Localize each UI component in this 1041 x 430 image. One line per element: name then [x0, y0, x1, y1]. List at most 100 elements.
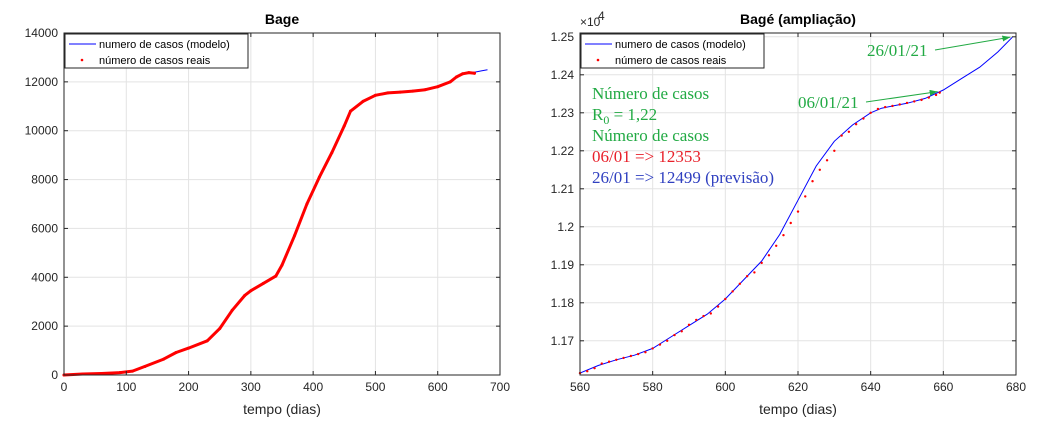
data-point-real [775, 244, 778, 247]
data-point-real [187, 346, 191, 350]
data-point-real [767, 254, 771, 257]
y-tick-label: 1.19 [551, 258, 575, 272]
data-point-real [143, 364, 147, 368]
series-points-real [578, 91, 941, 375]
data-point-real [205, 339, 209, 343]
series-group [62, 69, 488, 377]
grid [63, 32, 501, 376]
x-tick-label: 0 [61, 380, 68, 394]
x-tick-label: 640 [861, 380, 881, 394]
chart-title: Bagé (ampliação) [740, 11, 856, 27]
legend-label-model: numero de casos (modelo) [615, 39, 746, 51]
y-tick-label: 8000 [31, 173, 58, 187]
data-point-real [330, 151, 334, 155]
data-point-real [840, 134, 843, 137]
data-point-real [789, 221, 792, 225]
data-point-real [230, 308, 234, 312]
data-point-real [938, 91, 941, 94]
data-point-real [905, 101, 909, 105]
arrow-label-0601: 06/01/21 [798, 93, 858, 112]
data-point-real [804, 195, 807, 198]
data-point-real [862, 117, 865, 120]
data-point-real [593, 366, 596, 370]
data-point-real [818, 168, 821, 171]
data-point-real [292, 234, 296, 238]
data-point-real [687, 323, 691, 327]
data-point-real [274, 274, 278, 278]
data-point-real [615, 358, 618, 361]
chart-title: Bage [265, 11, 299, 27]
y-tick-label: 1.21 [551, 182, 575, 196]
x-tick-label: 560 [570, 380, 590, 394]
data-point-real [745, 275, 749, 278]
y-tick-label: 1.25 [551, 30, 575, 44]
annotation-r-value: = 1,22 [609, 105, 657, 124]
series-points-real [62, 71, 476, 377]
y-tick-label: 2000 [31, 319, 58, 333]
data-point-real [934, 93, 938, 97]
data-point-real [600, 362, 603, 365]
data-point-real [680, 330, 683, 333]
data-point-real [913, 100, 916, 103]
data-point-real [280, 263, 284, 267]
data-point-real [249, 289, 253, 293]
data-point-real [386, 91, 390, 95]
axes-box [63, 32, 501, 376]
ticks: 0 100 200 300 400 500 600 700 0 2000 4000 6000 8000 1… [25, 26, 511, 394]
y-tick-label: 10000 [25, 124, 59, 138]
x-tick-label: 580 [643, 380, 663, 394]
x-axis-label: tempo (dias) [759, 401, 837, 417]
y-tick-label: 1.18 [551, 296, 575, 310]
legend-box [580, 33, 765, 69]
y-tick-label: 1.2 [557, 220, 574, 234]
data-point-real [811, 180, 814, 183]
x-tick-label: 500 [365, 380, 385, 394]
data-point-real [305, 202, 309, 206]
annotation-line-4: 06/01 => 12353 [592, 147, 701, 166]
x-tick-label: 100 [116, 380, 136, 394]
x-tick-label: 700 [490, 380, 510, 394]
data-point-real [131, 369, 135, 373]
data-point-real [716, 305, 720, 308]
y-tick-label: 1.22 [551, 144, 575, 158]
x-tick-label: 200 [179, 380, 199, 394]
x-tick-label: 400 [303, 380, 323, 394]
data-point-real [448, 80, 452, 84]
data-point-real [349, 109, 353, 113]
data-point-real [461, 72, 465, 76]
data-point-real [467, 71, 471, 75]
data-point-real [622, 356, 625, 360]
x-tick-label: 680 [1006, 380, 1026, 394]
legend-label-real: número de casos reais [615, 55, 727, 67]
legend: numero de casos (modelo) número de casos… [580, 33, 765, 69]
data-point-real [436, 85, 440, 89]
data-point-real [261, 281, 265, 285]
data-point-real [796, 210, 800, 213]
x-tick-label: 620 [788, 380, 808, 394]
data-point-real [709, 312, 712, 315]
y-tick-label: 12000 [25, 75, 59, 89]
legend-box [64, 33, 249, 69]
y-exponent: ×10 4 [580, 9, 605, 29]
data-point-real [702, 314, 705, 318]
data-point-real [753, 271, 756, 274]
data-point-real [658, 343, 662, 346]
arrow-label-2601: 26/01/21 [867, 41, 927, 60]
data-point-real [342, 124, 346, 128]
chart-bage-ampliacao: 560 580 600 620 640 660 680 1.17 1.18 1.19 1.2 1.21… [551, 9, 1027, 417]
data-point-real [629, 354, 633, 358]
data-point-real [636, 352, 640, 356]
annotation-r: R [592, 105, 604, 124]
data-point-real [724, 297, 727, 301]
data-point-real [218, 327, 222, 331]
data-point-real [373, 93, 377, 97]
x-tick-label: 300 [241, 380, 261, 394]
legend-marker-real [80, 58, 84, 62]
data-point-real [99, 372, 103, 376]
annotation-line-2: R0 = 1,22 [592, 105, 657, 127]
data-point-real [673, 333, 676, 337]
legend: numero de casos (modelo) número de casos… [64, 33, 249, 69]
data-point-real [454, 75, 458, 79]
data-point-real [731, 290, 734, 293]
annotation-line-5: 26/01 => 12499 (previsão) [592, 168, 774, 187]
